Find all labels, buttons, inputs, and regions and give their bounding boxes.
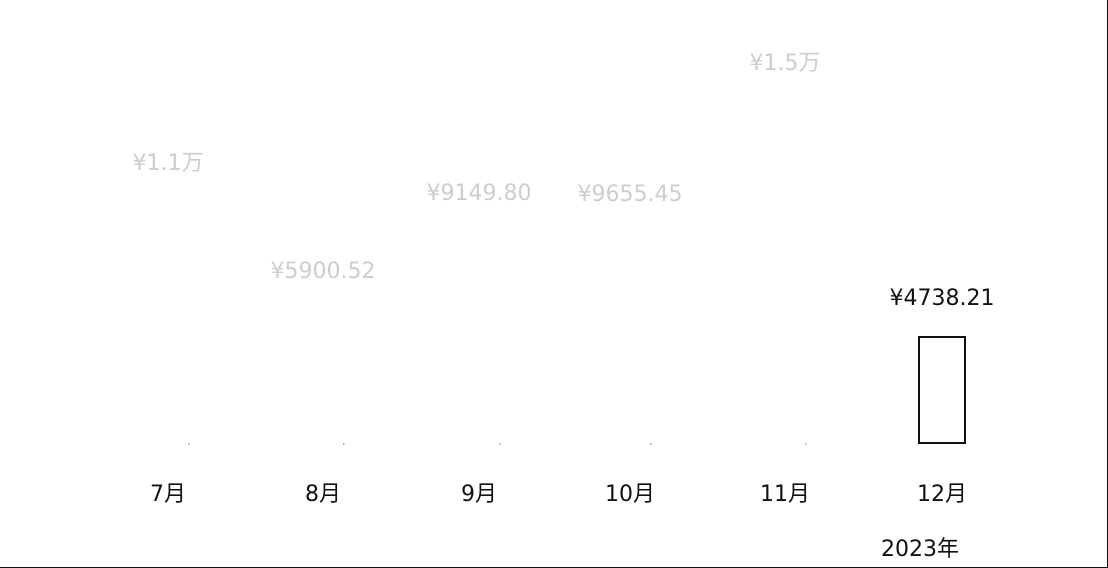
- bar-12月[interactable]: [918, 336, 966, 444]
- bar-9月[interactable]: [499, 443, 501, 445]
- value-label-12月: ¥4738.21: [890, 286, 995, 311]
- month-label-7月[interactable]: 7月: [150, 482, 186, 507]
- bars-layer: [188, 336, 966, 445]
- bar-11月[interactable]: [805, 443, 807, 445]
- bar-10月[interactable]: [650, 443, 652, 445]
- value-label-8月: ¥5900.52: [271, 259, 376, 284]
- month-label-11月[interactable]: 11月: [760, 482, 810, 507]
- bar-8月[interactable]: [343, 443, 345, 445]
- value-label-11月: ¥1.5万: [750, 51, 821, 76]
- value-label-10月: ¥9655.45: [578, 182, 683, 207]
- month-label-8月[interactable]: 8月: [305, 482, 341, 507]
- value-label-9月: ¥9149.80: [427, 181, 532, 206]
- value-label-7月: ¥1.1万: [133, 151, 204, 176]
- value-labels-layer: ¥1.1万 ¥5900.52 ¥9149.80 ¥9655.45 ¥1.5万 ¥4738.…: [133, 51, 995, 311]
- month-label-10月[interactable]: 10月: [605, 482, 655, 507]
- bar-7月[interactable]: [188, 443, 190, 445]
- month-label-12月[interactable]: 12月: [917, 482, 967, 507]
- month-labels-layer: 7月 8月 9月 10月 11月 12月: [150, 482, 967, 507]
- month-label-9月[interactable]: 9月: [461, 482, 497, 507]
- year-label: 2023年: [881, 537, 959, 562]
